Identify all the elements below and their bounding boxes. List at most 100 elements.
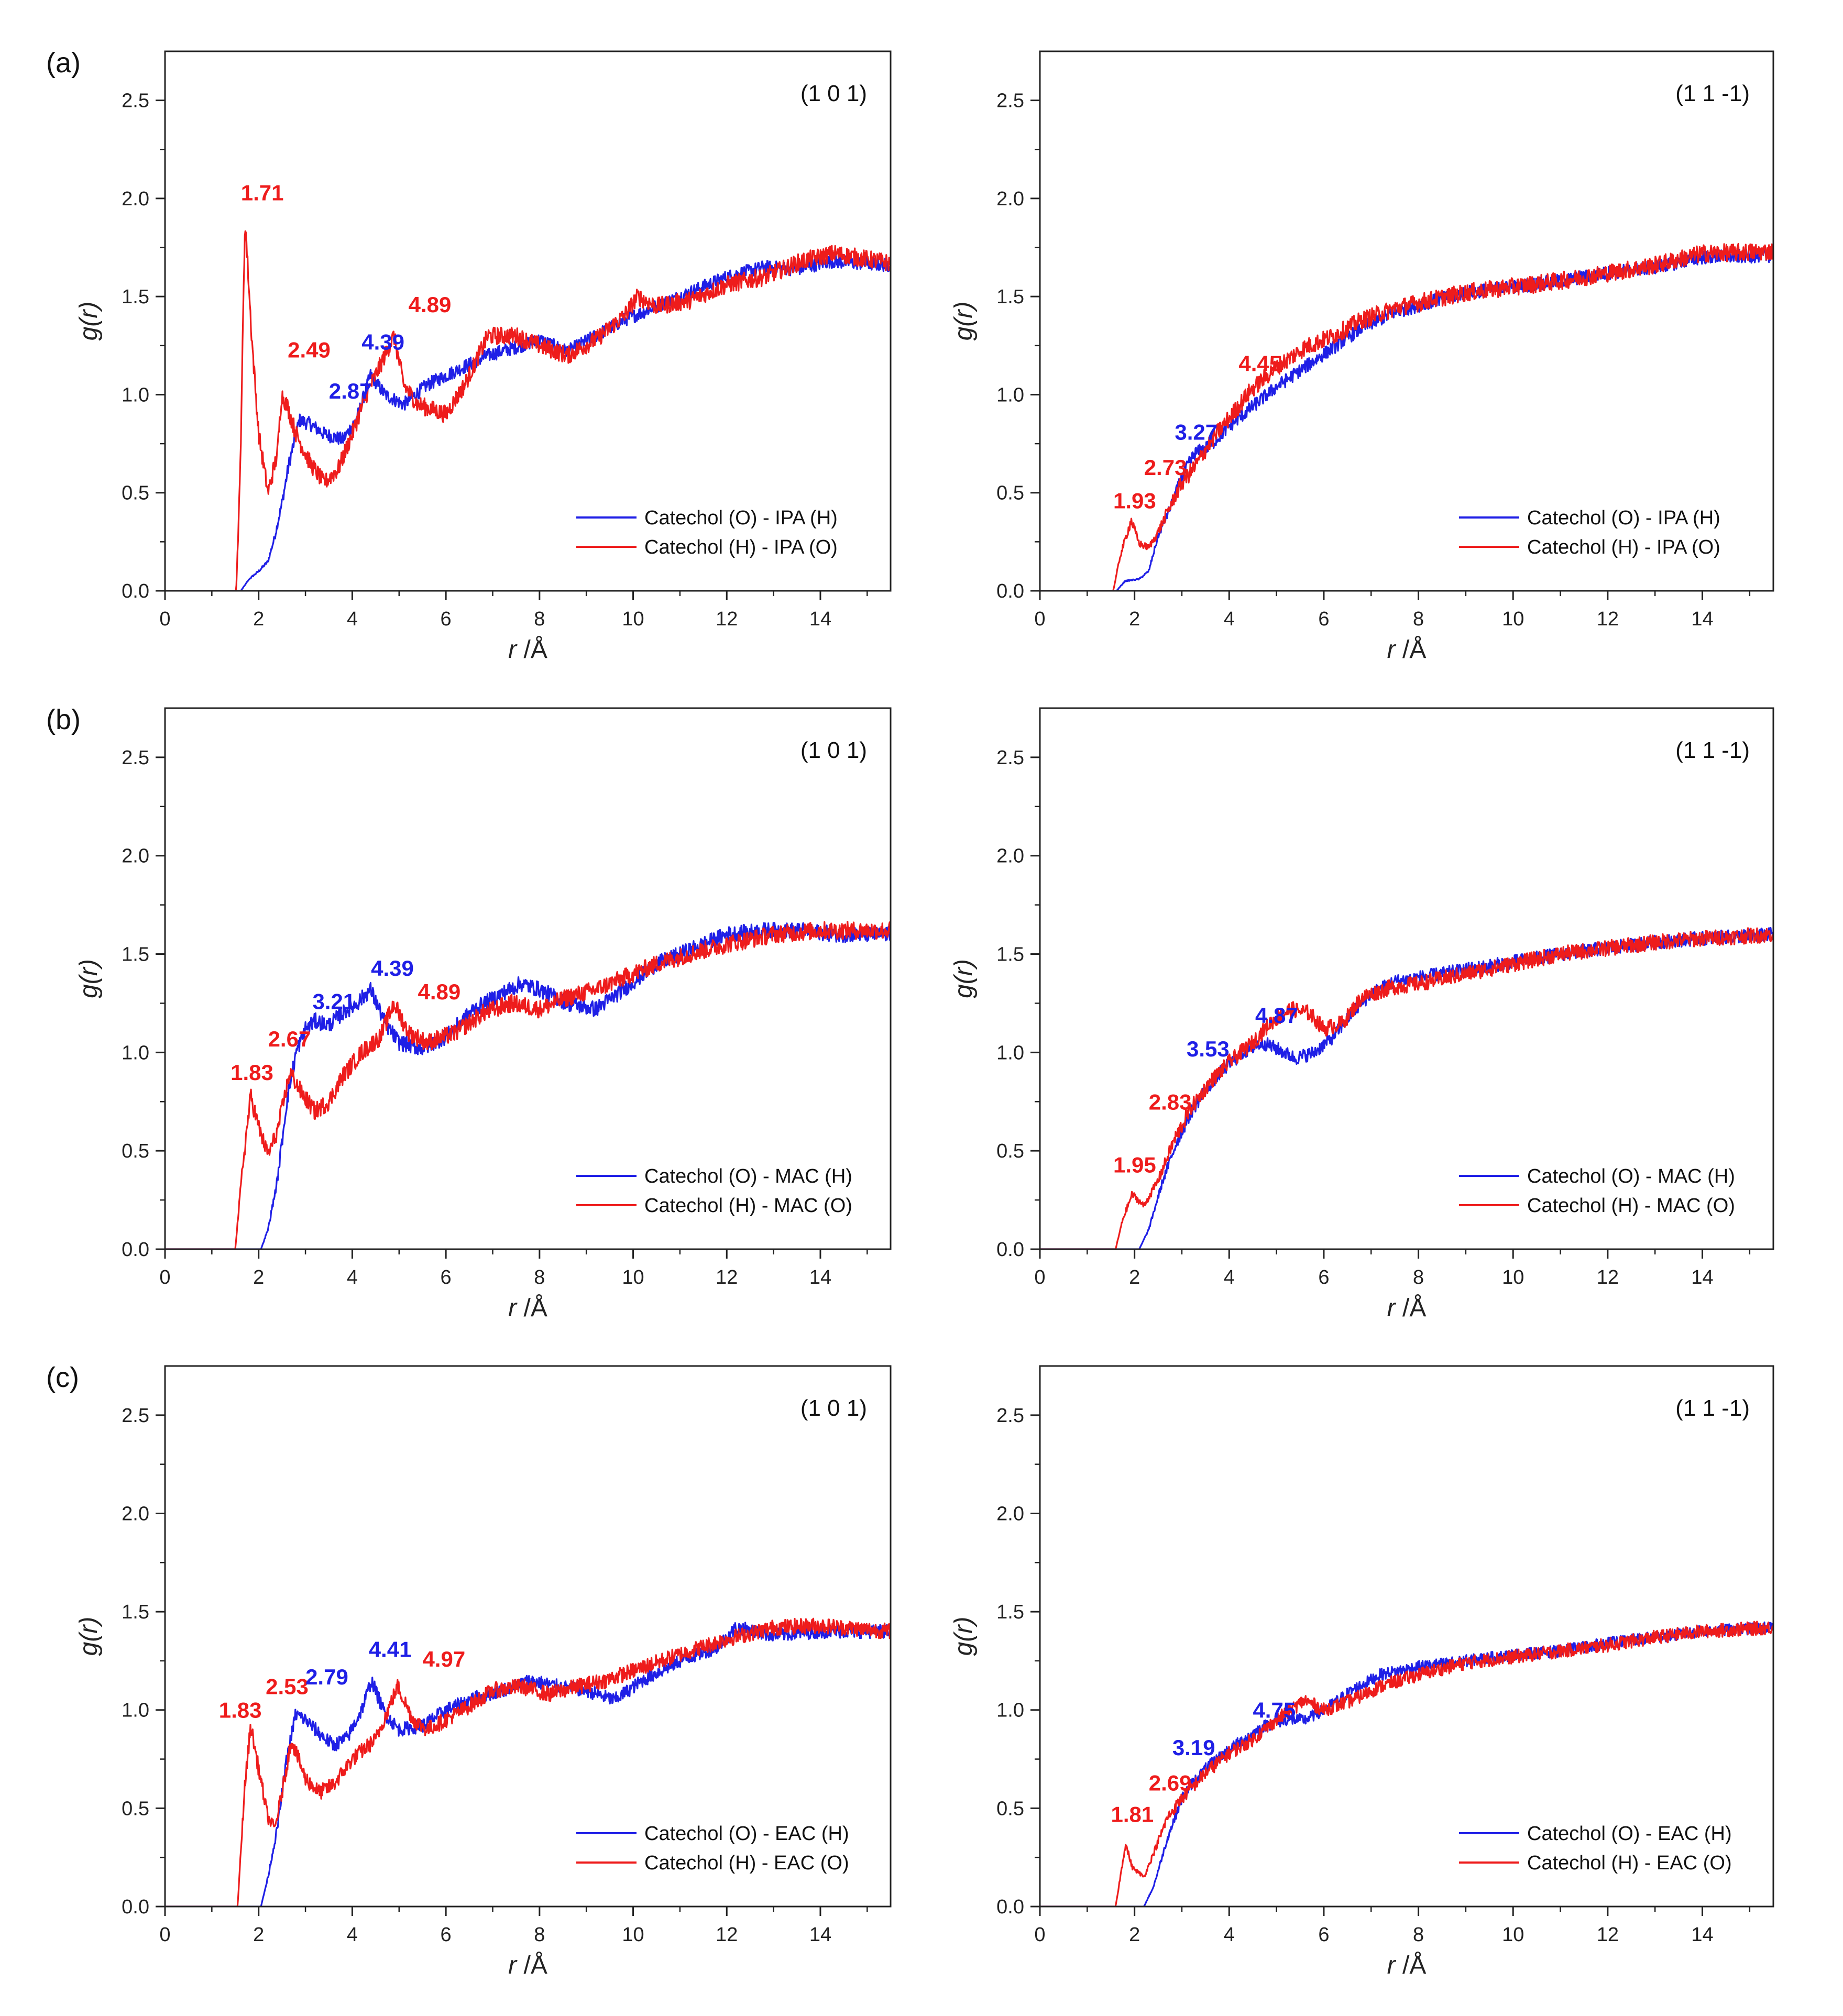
x-axis-label-unit: /Å: [1396, 636, 1427, 664]
facet-label: (1 1 -1): [1675, 737, 1750, 763]
peak-annotation: 1.83: [219, 1698, 262, 1723]
y-tick-label: 1.5: [122, 1601, 149, 1623]
x-axis-label: r /Å: [508, 636, 547, 664]
x-tick-label: 2: [1129, 1924, 1140, 1946]
x-tick-label: 4: [1224, 1924, 1235, 1946]
plot-frame: [164, 1365, 892, 1908]
peak-annotation: 2.87: [329, 379, 372, 403]
peak-annotation: 1.71: [241, 181, 284, 205]
y-tick-label: 1.5: [996, 286, 1024, 308]
x-tick-label: 12: [716, 1266, 738, 1288]
x-tick-label: 8: [1413, 608, 1424, 630]
peak-annotation: 3.19: [1172, 1735, 1215, 1760]
plot-frame: [1039, 707, 1774, 1250]
x-tick-label: 10: [622, 1924, 644, 1946]
peak-annotation: 2.83: [1149, 1089, 1192, 1114]
series-red-line: [165, 1617, 891, 1907]
peak-annotation: 3.53: [1187, 1037, 1230, 1061]
y-tick-label: 2.0: [996, 1503, 1024, 1525]
y-tick-label: 1.5: [122, 286, 149, 308]
legend-entry: Catechol (O) - MAC (H): [1527, 1165, 1735, 1187]
x-axis-label: r /Å: [1387, 1952, 1427, 1979]
y-tick-label: 1.0: [122, 1042, 149, 1064]
y-tick-label: 1.0: [996, 1042, 1024, 1064]
x-tick-label: 12: [1597, 1266, 1619, 1288]
y-tick-label: 2.5: [122, 1405, 149, 1427]
x-axis-label: r /Å: [508, 1952, 547, 1979]
chart-panel-6: 0.0 0.5 1.0 1.5 2.0 2.5 0 2 4 6 8 10 12 14 r /Å g(r) (1 …: [950, 1365, 1774, 1979]
plot-frame: [164, 707, 892, 1250]
y-tick-label: 2.5: [122, 747, 149, 769]
x-tick-label: 0: [159, 1924, 170, 1946]
y-tick-label: 0.5: [122, 1798, 149, 1820]
peak-annotation: 2.69: [1149, 1771, 1192, 1795]
x-tick-label: 0: [1034, 608, 1045, 630]
legend-entry: Catechol (H) - EAC (O): [644, 1852, 849, 1874]
y-tick-label: 1.0: [122, 384, 149, 406]
plot-area: [1040, 243, 1773, 591]
y-tick-label: 2.0: [996, 845, 1024, 867]
panel-letter: (a): [46, 47, 81, 79]
x-axis-label-unit: /Å: [1396, 1952, 1427, 1979]
x-axis-label: r /Å: [508, 1294, 547, 1322]
y-tick-label: 1.5: [996, 944, 1024, 966]
x-tick-label: 8: [1413, 1266, 1424, 1288]
x-tick-label: 2: [253, 1266, 264, 1288]
x-tick-label: 6: [1318, 1924, 1329, 1946]
y-tick-label: 0.0: [996, 1896, 1024, 1918]
x-tick-label: 6: [441, 1924, 452, 1946]
x-tick-label: 4: [1224, 608, 1235, 630]
legend-entry: Catechol (H) - EAC (O): [1527, 1852, 1732, 1874]
x-tick-label: 2: [1129, 1266, 1140, 1288]
y-tick-label: 2.5: [996, 747, 1024, 769]
legend-entry: Catechol (H) - MAC (O): [644, 1195, 852, 1217]
x-axis-label-var: r: [508, 636, 518, 664]
peak-annotation: 4.41: [369, 1637, 412, 1661]
y-tick-label: 0.0: [996, 580, 1024, 602]
facet-label: (1 0 1): [800, 81, 867, 106]
y-tick-label: 1.0: [996, 1700, 1024, 1722]
x-tick-label: 10: [622, 1266, 644, 1288]
x-tick-label: 14: [1691, 1924, 1713, 1946]
x-tick-label: 6: [441, 1266, 452, 1288]
y-tick-label: 0.5: [996, 1798, 1024, 1820]
peak-annotation: 1.95: [1113, 1153, 1156, 1177]
series-red-line: [1040, 927, 1773, 1249]
peak-annotation: 2.67: [268, 1027, 311, 1051]
x-tick-label: 12: [1597, 608, 1619, 630]
y-tick-label: 0.5: [996, 482, 1024, 504]
panel-letter: (b): [46, 704, 81, 735]
x-tick-label: 0: [159, 1266, 170, 1288]
x-axis-label: r /Å: [1387, 1294, 1427, 1322]
plot-frame: [1039, 1365, 1774, 1908]
x-tick-label: 6: [1318, 608, 1329, 630]
legend-entry: Catechol (H) - IPA (O): [1527, 536, 1720, 558]
peak-annotation: 4.89: [409, 292, 452, 317]
x-axis-label-unit: /Å: [517, 1952, 547, 1979]
x-tick-label: 4: [347, 1924, 358, 1946]
series-red-line: [165, 921, 891, 1249]
peak-annotation: 2.73: [1144, 455, 1187, 480]
x-tick-label: 0: [1034, 1924, 1045, 1946]
y-tick-label: 1.5: [122, 944, 149, 966]
facet-label: (1 1 -1): [1675, 1395, 1750, 1421]
x-tick-label: 6: [441, 608, 452, 630]
x-tick-label: 14: [809, 608, 831, 630]
y-tick-label: 1.0: [996, 384, 1024, 406]
series-red-line: [1040, 243, 1773, 591]
y-axis-label: g(r): [950, 302, 978, 341]
legend-entry: Catechol (O) - EAC (H): [1527, 1823, 1732, 1845]
peak-annotation: 2.79: [305, 1665, 348, 1689]
plot-area: [1040, 1621, 1773, 1907]
series-red-line: [1040, 1621, 1773, 1907]
y-tick-label: 1.5: [996, 1601, 1024, 1623]
peak-annotation: 4.39: [361, 329, 404, 354]
facet-label: (1 0 1): [800, 737, 867, 763]
chart-panel-4: 0.0 0.5 1.0 1.5 2.0 2.5 0 2 4 6 8 10 12 14 r /Å g(r) (1 …: [950, 707, 1774, 1322]
x-tick-label: 2: [1129, 608, 1140, 630]
x-axis-label-var: r: [508, 1952, 518, 1979]
y-tick-label: 2.5: [996, 90, 1024, 112]
y-tick-label: 0.5: [122, 1140, 149, 1162]
chart-panel-2: 0.0 0.5 1.0 1.5 2.0 2.5 0 2 4 6 8 10 12 14 r /Å g(r) (1 …: [950, 50, 1774, 664]
peak-annotation: 2.49: [288, 337, 331, 362]
